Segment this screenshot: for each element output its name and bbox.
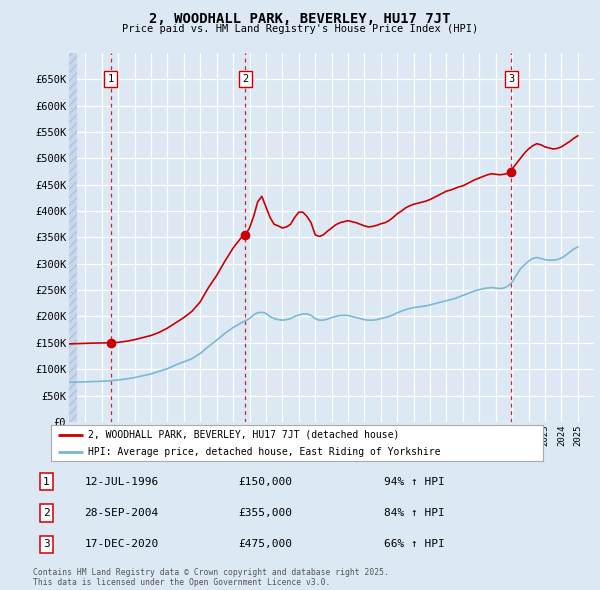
Text: 2: 2 [242,74,248,84]
Text: 66% ↑ HPI: 66% ↑ HPI [384,539,445,549]
Text: 2: 2 [43,508,50,518]
Text: HPI: Average price, detached house, East Riding of Yorkshire: HPI: Average price, detached house, East… [88,447,440,457]
Bar [69,53,77,422]
Text: £475,000: £475,000 [238,539,292,549]
Text: 94% ↑ HPI: 94% ↑ HPI [384,477,445,487]
Text: 1: 1 [43,477,50,487]
Text: £355,000: £355,000 [238,508,292,518]
Text: 1: 1 [107,74,114,84]
Text: 2, WOODHALL PARK, BEVERLEY, HU17 7JT (detached house): 2, WOODHALL PARK, BEVERLEY, HU17 7JT (de… [88,430,399,440]
Text: 12-JUL-1996: 12-JUL-1996 [84,477,158,487]
Text: Price paid vs. HM Land Registry's House Price Index (HPI): Price paid vs. HM Land Registry's House … [122,24,478,34]
Text: 3: 3 [43,539,50,549]
Text: 3: 3 [508,74,515,84]
Text: 28-SEP-2004: 28-SEP-2004 [84,508,158,518]
Text: Contains HM Land Registry data © Crown copyright and database right 2025.
This d: Contains HM Land Registry data © Crown c… [33,568,389,587]
Text: 2, WOODHALL PARK, BEVERLEY, HU17 7JT: 2, WOODHALL PARK, BEVERLEY, HU17 7JT [149,12,451,26]
Text: £150,000: £150,000 [238,477,292,487]
Text: 17-DEC-2020: 17-DEC-2020 [84,539,158,549]
Text: 84% ↑ HPI: 84% ↑ HPI [384,508,445,518]
